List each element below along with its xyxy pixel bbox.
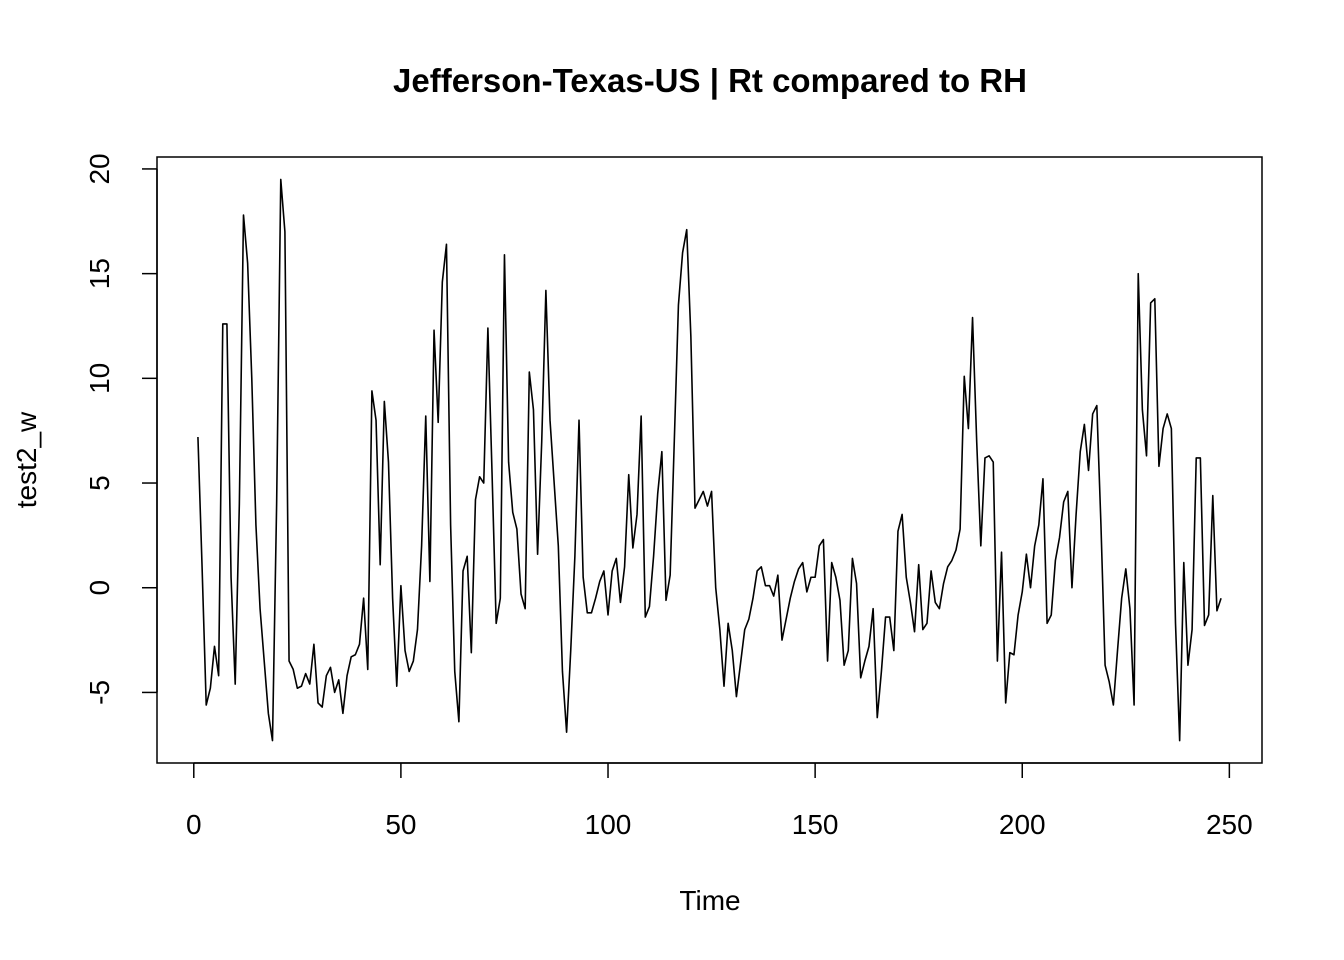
y-tick-label: 10 bbox=[84, 363, 115, 394]
x-tick-label: 150 bbox=[792, 809, 839, 840]
data-line bbox=[197, 178, 1222, 742]
x-tick-label: 250 bbox=[1206, 809, 1253, 840]
chart-title: Jefferson-Texas-US | Rt compared to RH bbox=[393, 62, 1027, 99]
x-tick-label: 100 bbox=[585, 809, 632, 840]
x-tick-label: 200 bbox=[999, 809, 1046, 840]
x-tick-label: 50 bbox=[385, 809, 416, 840]
y-tick-label: -5 bbox=[84, 680, 115, 705]
x-axis-label: Time bbox=[679, 885, 740, 916]
y-axis-label: test2_w bbox=[11, 411, 42, 508]
y-tick-label: 20 bbox=[84, 153, 115, 184]
y-tick-label: 5 bbox=[84, 475, 115, 491]
y-tick-label: 15 bbox=[84, 258, 115, 289]
y-tick-label: 0 bbox=[84, 580, 115, 596]
x-tick-label: 0 bbox=[186, 809, 202, 840]
